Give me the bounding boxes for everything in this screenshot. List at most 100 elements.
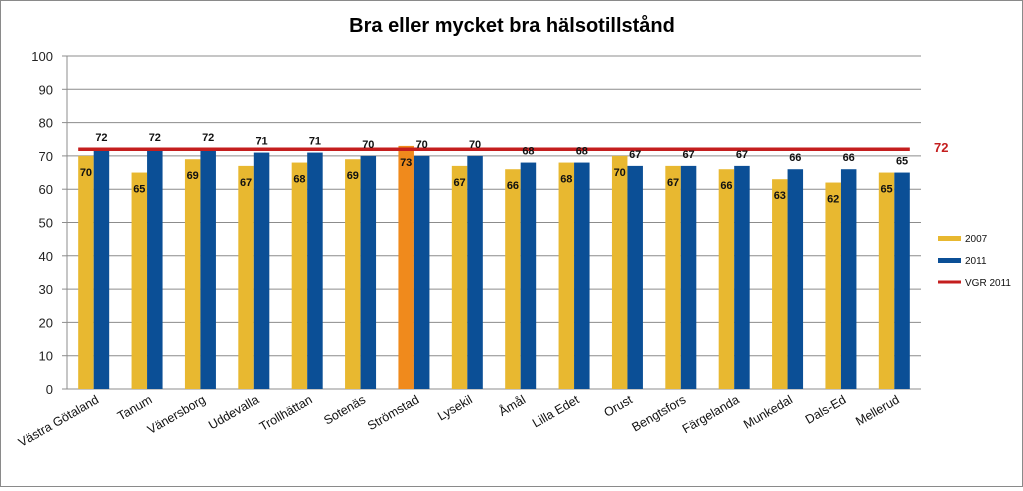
x-tick-label-orust: Orust (601, 392, 635, 420)
y-tick-label-0: 0 (46, 382, 53, 397)
data-label-2011-vänersborg: 72 (202, 132, 214, 144)
bar-2007-lilla-edet (558, 162, 575, 389)
bar-2007-lysekil (451, 165, 468, 389)
legend-swatch-2007 (938, 236, 961, 241)
x-tick-label-mellerud: Mellerud (853, 392, 902, 428)
y-tick-label-60: 60 (39, 182, 53, 197)
data-label-2007-sotenäs: 69 (347, 170, 359, 182)
bar-2011-dals-ed (840, 169, 857, 389)
y-tick-label-10: 10 (39, 349, 53, 364)
data-label-2007-bengtsfors: 67 (667, 177, 679, 189)
data-label-2007-munkedal: 63 (774, 190, 786, 202)
data-label-2011-färgelanda: 67 (736, 149, 748, 161)
x-axis-labels: Västra Götaland TanumVänersborgUddevallaT… (16, 392, 902, 450)
bar-2007-orust (611, 155, 628, 389)
legend-label-2007: 2007 (965, 234, 988, 245)
data-label-2011-strömstad: 70 (416, 139, 428, 151)
legend-label-2011: 2011 (965, 256, 987, 267)
x-tick-label-strömstad: Strömstad (365, 392, 421, 433)
data-label-2007-lysekil: 67 (453, 177, 465, 189)
y-tick-label-20: 20 (39, 315, 53, 330)
bar-2011-tanum (147, 149, 163, 389)
x-tick-label-dals-ed: Dals-Ed (803, 392, 849, 426)
data-label-2011-dals-ed: 66 (843, 152, 855, 164)
x-tick-label-vänersborg: Vänersborg (145, 392, 208, 436)
bar-2007-sotenäs (345, 159, 361, 389)
x-tick-label-munkedal: Munkedal (741, 392, 795, 431)
data-label-2011-mellerud: 65 (896, 156, 908, 168)
bar-2007-bengtsfors (665, 165, 681, 389)
bar-2007-trollhättan (291, 162, 308, 389)
bar-2007-färgelanda (718, 169, 735, 389)
data-label-2007-strömstad: 73 (400, 157, 412, 169)
data-label-2007-färgelanda: 66 (720, 180, 732, 192)
bar-2007-vänersborg (184, 159, 201, 389)
bar-2011-munkedal (787, 169, 804, 389)
x-tick-label-trollhättan: Trollhättan (257, 392, 315, 433)
x-tick-label-tanum: Tanum (115, 392, 155, 423)
bar-2007-munkedal (772, 179, 788, 389)
bar-2011-sotenäs (360, 155, 377, 389)
x-tick-label-lysekil: Lysekil (435, 392, 475, 423)
bars (78, 145, 910, 389)
bar-2011-uddevalla (253, 152, 270, 389)
bar-2011-mellerud (894, 172, 910, 389)
bar-2011-lysekil (467, 155, 483, 389)
legend-label-vgr-2011: VGR 2011 (965, 278, 1011, 289)
data-label-2007-tanum: 65 (133, 184, 145, 196)
reference-line-label: 72 (934, 140, 948, 155)
data-label-2007-lilla-edet: 68 (560, 174, 572, 186)
data-label-2007-vänersborg: 69 (187, 170, 199, 182)
data-label-2007-uddevalla: 67 (240, 177, 252, 189)
data-labels: 7072657269726771687169707370677066686868… (80, 132, 908, 205)
data-label-2011-åmål: 68 (522, 146, 534, 158)
bar-2007-åmål (505, 169, 521, 389)
data-label-2007-åmål: 66 (507, 180, 519, 192)
data-label-2011-uddevalla: 71 (255, 136, 267, 148)
data-label-2011-trollhättan: 71 (309, 136, 321, 148)
x-tick-label-lilla-edet: Lilla Edet (530, 392, 582, 430)
bar-2007-västra-götaland (78, 155, 94, 389)
data-label-2011-bengtsfors: 67 (682, 149, 694, 161)
y-tick-label-70: 70 (39, 149, 53, 164)
data-label-2007-trollhättan: 68 (293, 174, 305, 186)
bar-2011-vänersborg (200, 149, 216, 389)
reference-line-group: 72 (78, 140, 948, 155)
y-tick-label-80: 80 (39, 116, 53, 131)
x-tick-label-västra-götaland: Västra Götaland (16, 392, 101, 449)
x-tick-label-bengtsfors: Bengtsfors (630, 392, 689, 434)
data-label-2011-orust: 67 (629, 149, 641, 161)
x-tick-label-åmål: Åmål (496, 392, 528, 419)
legend-swatch-2011 (938, 258, 961, 263)
data-label-2007-västra-götaland: 70 (80, 167, 92, 179)
bar-2011-trollhättan (307, 152, 323, 389)
bar-2011-bengtsfors (680, 165, 697, 389)
y-tick-label-40: 40 (39, 249, 53, 264)
data-label-2007-dals-ed: 62 (827, 194, 839, 206)
bar-2007-strömstad (398, 145, 414, 389)
bar-2011-orust (627, 165, 643, 389)
y-tick-label-50: 50 (39, 216, 53, 231)
y-tick-label-100: 100 (31, 49, 53, 64)
bar-2011-färgelanda (734, 165, 750, 389)
legend: 2007 2011 VGR 2011 (938, 234, 1011, 289)
bar-2007-dals-ed (825, 182, 841, 389)
x-tick-label-uddevalla: Uddevalla (206, 392, 261, 432)
bar-2011-lilla-edet (574, 162, 590, 389)
bar-2007-tanum (131, 172, 148, 389)
bar-2011-västra-götaland (93, 149, 110, 389)
data-label-2011-västra-götaland: 72 (95, 132, 107, 144)
data-label-2007-orust: 70 (614, 167, 626, 179)
x-tick-label-sotenäs: Sotenäs (321, 392, 368, 427)
data-label-2007-mellerud: 65 (880, 184, 892, 196)
bar-2007-mellerud (878, 172, 895, 389)
y-tick-label-30: 30 (39, 282, 53, 297)
x-tick-label-färgelanda: Färgelanda (680, 392, 742, 436)
chart-title: Bra eller mycket bra hälsotillstånd (349, 14, 675, 37)
bar-2011-strömstad (413, 155, 430, 389)
y-tick-label-90: 90 (39, 82, 53, 97)
bar-2011-åmål (520, 162, 537, 389)
data-label-2011-sotenäs: 70 (362, 139, 374, 151)
